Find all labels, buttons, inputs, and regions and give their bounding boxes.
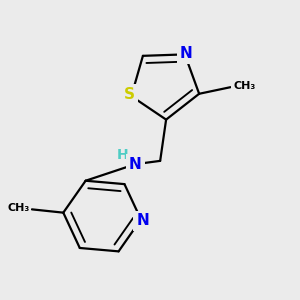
Text: H: H	[116, 148, 128, 162]
Text: N: N	[180, 46, 193, 61]
Text: S: S	[124, 87, 135, 102]
Text: CH₃: CH₃	[233, 81, 255, 91]
Text: N: N	[136, 213, 149, 228]
Text: CH₃: CH₃	[7, 203, 29, 213]
Text: N: N	[129, 157, 142, 172]
